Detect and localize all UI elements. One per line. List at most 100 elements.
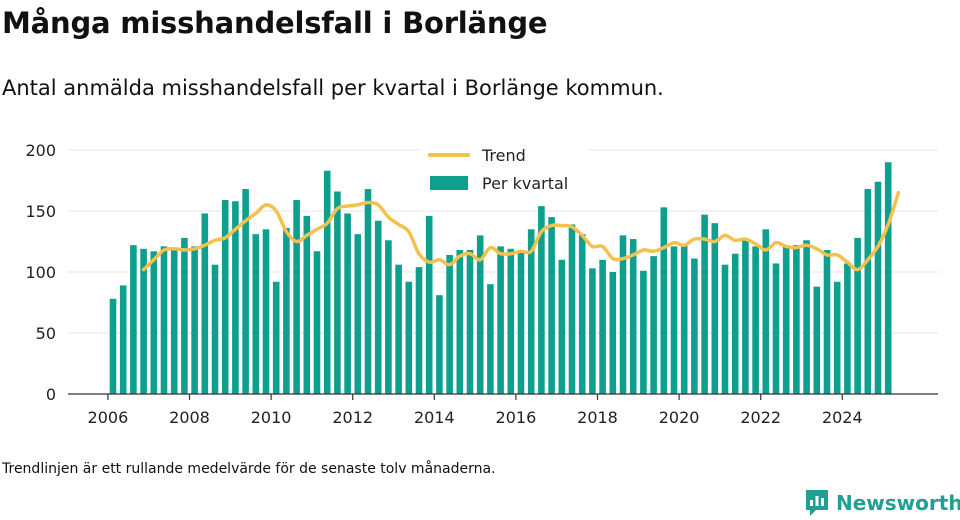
bar — [864, 189, 872, 394]
bar — [242, 189, 249, 394]
bar — [670, 246, 678, 394]
bar — [650, 256, 657, 394]
bar — [813, 286, 821, 394]
x-tick-label: 2012 — [332, 408, 373, 427]
bar — [456, 250, 464, 394]
bar — [323, 170, 331, 394]
bar — [364, 189, 372, 394]
legend-background — [420, 138, 588, 202]
bar — [548, 217, 555, 394]
bar — [487, 284, 494, 394]
x-tick-label: 2010 — [251, 408, 292, 427]
x-tick-label: 2006 — [88, 408, 129, 427]
bar — [293, 200, 300, 394]
bar — [823, 250, 831, 394]
bar — [354, 234, 362, 394]
bar — [578, 234, 586, 394]
bar — [711, 223, 719, 394]
bar — [160, 246, 168, 394]
bar — [405, 281, 413, 394]
bar — [181, 237, 188, 394]
bar — [884, 162, 892, 394]
bar — [691, 258, 698, 394]
bar — [374, 220, 382, 394]
bar — [731, 253, 739, 394]
bar — [476, 235, 484, 394]
bar — [395, 264, 402, 394]
bar — [334, 191, 341, 394]
bar — [436, 295, 443, 394]
bar — [762, 229, 770, 394]
bar — [721, 264, 729, 394]
bar — [313, 251, 321, 394]
x-axis-labels: 2006 2008 2010 2012 2014 2016 2018 2020 2022 2024 — [88, 408, 863, 427]
x-tick-label: 2024 — [822, 408, 863, 427]
bar — [232, 201, 239, 394]
x-tick-label: 2020 — [659, 408, 700, 427]
bar — [854, 237, 861, 394]
y-tick-label: 50 — [36, 324, 56, 343]
bar — [803, 240, 810, 394]
bar — [589, 268, 596, 394]
chart-title: Många misshandelsfall i Borlänge — [2, 6, 548, 40]
bar — [262, 229, 270, 394]
bar — [558, 259, 566, 394]
bar — [119, 285, 127, 394]
bar-line-chart: 0 50 100 150 200 2006 2008 2010 2012 2014 2016 201… — [25, 138, 938, 427]
y-tick-label: 100 — [25, 263, 56, 282]
bar — [150, 251, 158, 394]
bar — [629, 239, 637, 394]
legend: Trend Per kvartal — [420, 138, 588, 202]
y-axis-labels: 0 50 100 150 200 — [25, 141, 56, 404]
bar — [221, 200, 229, 394]
legend-trend-label: Trend — [481, 146, 526, 165]
trend-line-group — [141, 190, 901, 272]
bar — [140, 248, 147, 394]
bar — [283, 228, 290, 394]
bar — [742, 239, 749, 394]
x-tick-label: 2016 — [496, 408, 537, 427]
bar — [507, 248, 515, 394]
bar — [619, 235, 627, 394]
bar — [568, 224, 576, 394]
newsworthy-logo-icon — [806, 490, 828, 516]
x-tick-label: 2008 — [169, 408, 210, 427]
bar — [772, 263, 780, 394]
bar — [303, 215, 311, 394]
footnote: Trendlinjen är ett rullande medelvärde f… — [2, 461, 496, 477]
bar — [191, 246, 198, 394]
bar — [252, 234, 260, 394]
bar — [752, 246, 759, 394]
bar — [201, 213, 209, 394]
bar — [272, 281, 280, 394]
quarterly-bars — [109, 162, 892, 394]
trend-line — [141, 190, 901, 272]
x-tick-label: 2018 — [577, 408, 618, 427]
bar — [874, 181, 882, 394]
y-tick-label: 200 — [25, 141, 56, 160]
bar — [130, 245, 137, 394]
bar — [425, 215, 433, 394]
bar — [844, 263, 851, 394]
bar — [793, 245, 800, 394]
bar — [385, 240, 392, 394]
bar — [527, 229, 535, 394]
x-axis — [68, 393, 938, 400]
x-tick-label: 2022 — [740, 408, 781, 427]
bar — [211, 264, 219, 394]
x-tick-label: 2014 — [414, 408, 455, 427]
bar — [640, 270, 647, 394]
bar — [609, 272, 617, 394]
y-tick-label: 0 — [46, 385, 56, 404]
bar — [782, 246, 790, 394]
bar — [833, 281, 841, 394]
brand-logo[interactable]: Newsworthy — [804, 488, 960, 518]
legend-bar-swatch — [430, 176, 468, 190]
bar — [660, 207, 668, 394]
bar — [446, 254, 453, 394]
bar — [415, 267, 423, 394]
brand-name: Newsworthy — [836, 491, 960, 515]
bar — [466, 250, 474, 394]
legend-bar-label: Per kvartal — [482, 174, 568, 193]
bar — [599, 259, 606, 394]
